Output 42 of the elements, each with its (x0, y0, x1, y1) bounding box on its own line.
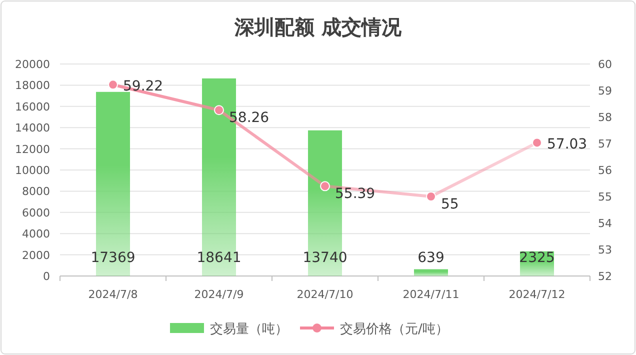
x-tick-label: 2024/7/10 (296, 288, 354, 301)
y-tick-label: 6000 (22, 206, 50, 220)
y-tick-label: 2000 (22, 248, 50, 262)
y2-tick-label: 59 (598, 84, 612, 98)
y2-tick-label: 57 (598, 138, 612, 150)
x-tick-label: 2024/7/9 (194, 288, 244, 301)
y2-tick-label: 53 (598, 244, 612, 256)
legend-label: 交易量（吨） (210, 321, 288, 337)
data-label: 59.22 (123, 78, 164, 95)
y2-tick-label: 56 (598, 164, 612, 177)
point (426, 192, 436, 202)
y-tick-label: 8000 (22, 185, 50, 198)
data-label: 18641 (196, 250, 242, 266)
y2-tick-label: 58 (598, 111, 612, 124)
legend-label: 交易价格（元/吨） (340, 321, 448, 337)
point (532, 138, 542, 148)
x-tick-label: 2024/7/8 (88, 288, 138, 301)
y-tick-label: 18000 (15, 79, 50, 92)
y2-tick-label: 55 (598, 190, 612, 204)
y2-tick-label: 60 (598, 58, 612, 71)
y2-tick-label: 54 (598, 217, 612, 230)
data-label: 55 (441, 196, 459, 212)
point (320, 181, 330, 192)
chart-title: 深圳配额 成交情况 (234, 15, 402, 39)
bar (414, 269, 448, 276)
y2-tick-label: 52 (598, 270, 612, 283)
y-tick-label: 20000 (15, 58, 50, 71)
x-tick-label: 2024/7/11 (402, 288, 460, 301)
point (214, 105, 224, 116)
data-label: 639 (418, 250, 444, 266)
y-tick-label: 4000 (22, 228, 50, 241)
data-label: 2325 (519, 250, 555, 266)
y-tick-label: 0 (43, 270, 50, 283)
data-label: 13740 (302, 250, 348, 266)
data-label: 17369 (90, 250, 136, 266)
data-label: 57.03 (547, 136, 588, 153)
y-tick-label: 12000 (15, 142, 50, 156)
y-tick-label: 10000 (15, 164, 50, 177)
y-tick-label: 14000 (15, 122, 50, 135)
x-tick-label: 2024/7/12 (508, 288, 566, 301)
point (108, 80, 118, 90)
y-tick-label: 16000 (15, 100, 50, 114)
